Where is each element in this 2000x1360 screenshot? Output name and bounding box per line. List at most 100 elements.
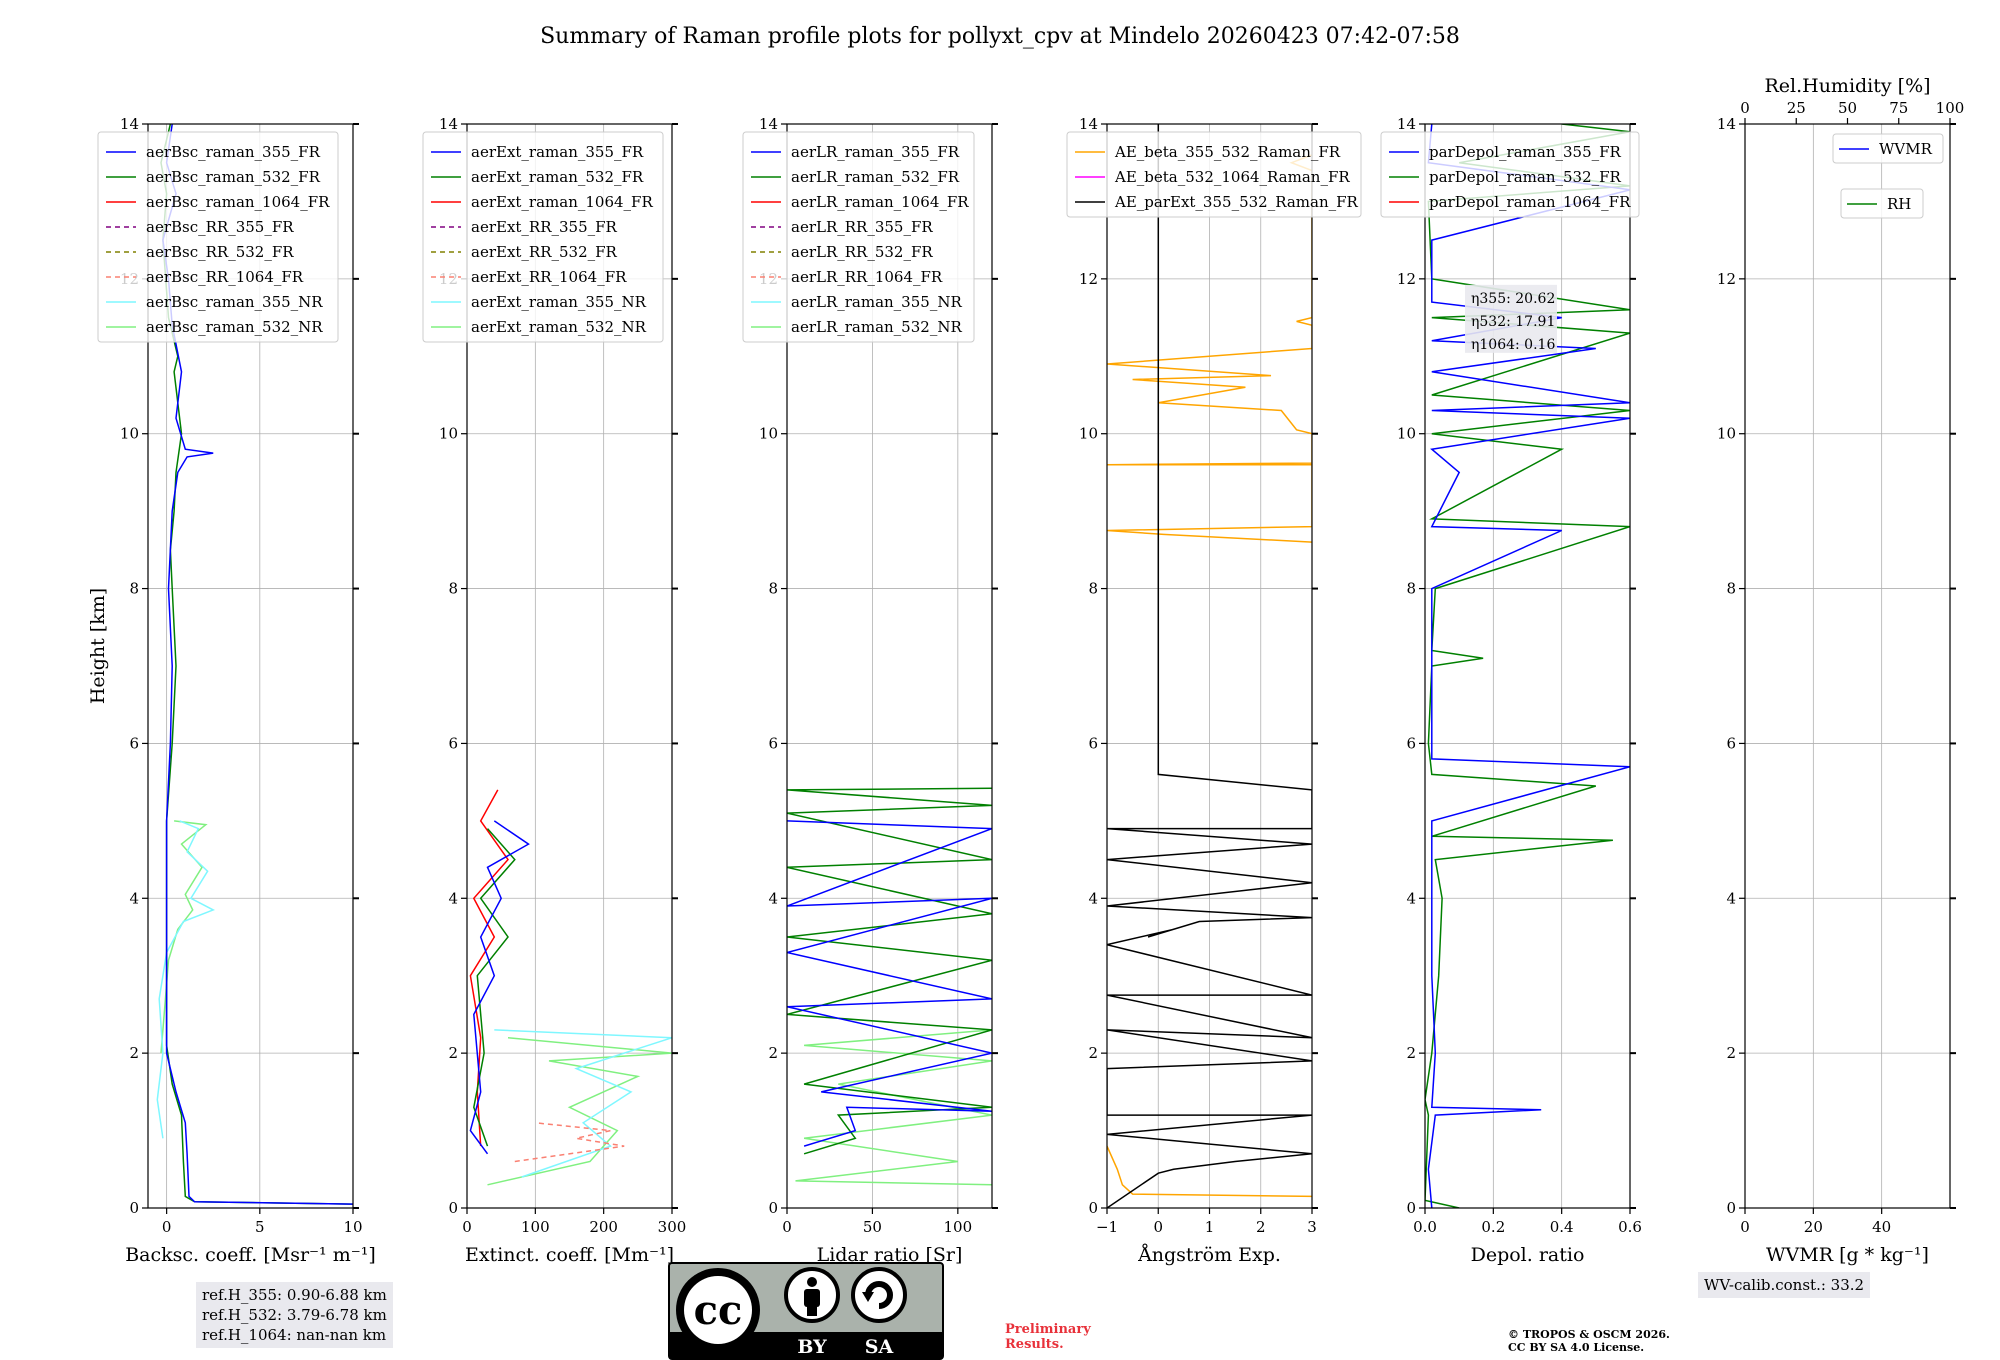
legend-label: aerLR_raman_1064_FR bbox=[791, 193, 969, 211]
legend-label: parDepol_raman_355_FR bbox=[1429, 143, 1622, 161]
wv-calibration-box: WV-calib.const.: 33.2 bbox=[1698, 1272, 1871, 1298]
axes-frame bbox=[1744, 123, 1951, 1209]
series-line bbox=[787, 787, 992, 1155]
legend-label: aerLR_RR_355_FR bbox=[791, 218, 933, 236]
legend-label: parDepol_raman_1064_FR bbox=[1429, 193, 1631, 211]
annotation-text: η355: 20.62 bbox=[1471, 291, 1555, 307]
x-tick-label: 300 bbox=[658, 1218, 687, 1236]
legend-label: aerBsc_RR_532_FR bbox=[146, 243, 294, 261]
x-tick-label: 0.6 bbox=[1618, 1218, 1642, 1236]
x-tick-label: 40 bbox=[1872, 1218, 1891, 1236]
legend-label: aerExt_RR_532_FR bbox=[471, 243, 618, 261]
y-tick-label: 12 bbox=[1717, 270, 1736, 288]
top-x-tick-label: 100 bbox=[1936, 99, 1965, 117]
y-tick-label: 10 bbox=[439, 425, 458, 443]
series-line bbox=[787, 820, 992, 1147]
x-axis-label: Ångström Exp. bbox=[1137, 1244, 1281, 1266]
y-tick-label: 0 bbox=[1088, 1199, 1098, 1217]
y-tick-label: 14 bbox=[759, 115, 778, 133]
y-tick-label: 2 bbox=[448, 1044, 458, 1062]
series-group bbox=[469, 789, 672, 1186]
y-tick-label: 4 bbox=[1406, 889, 1416, 907]
y-tick-label: 10 bbox=[759, 425, 778, 443]
legend-label: aerExt_RR_355_FR bbox=[471, 218, 618, 236]
y-tick-label: 12 bbox=[1079, 270, 1098, 288]
x-tick-label: 3 bbox=[1307, 1218, 1317, 1236]
x-tick-label: 0 bbox=[462, 1218, 472, 1236]
legend-label: aerLR_RR_532_FR bbox=[791, 243, 933, 261]
legend-label: aerBsc_RR_1064_FR bbox=[146, 268, 304, 286]
legend-frame bbox=[1066, 131, 1362, 218]
y-tick-label: 10 bbox=[1717, 425, 1736, 443]
preliminary-line-2: Results. bbox=[1005, 1337, 1064, 1352]
axes-frame bbox=[466, 123, 673, 1209]
y-tick-label: 8 bbox=[1406, 580, 1416, 598]
by-icon-head bbox=[807, 1277, 817, 1287]
cc-by-sa-badge: cc BY SA bbox=[668, 1262, 944, 1360]
legend-label: aerBsc_RR_355_FR bbox=[146, 218, 294, 236]
series-line bbox=[494, 1029, 672, 1178]
legend-label: aerLR_raman_355_FR bbox=[791, 143, 960, 161]
badge-by-label: BY bbox=[797, 1336, 827, 1358]
legend-label: aerLR_raman_532_FR bbox=[791, 168, 960, 186]
sa-icon-arrowhead bbox=[862, 1292, 874, 1302]
y-tick-label: 12 bbox=[1397, 270, 1416, 288]
by-icon-legs bbox=[807, 1302, 817, 1316]
figure-title: Summary of Raman profile plots for polly… bbox=[540, 24, 1460, 49]
y-tick-label: 6 bbox=[768, 734, 778, 752]
y-tick-label: 8 bbox=[1088, 580, 1098, 598]
x-tick-label: 20 bbox=[1804, 1218, 1823, 1236]
panels: 024681012140510Backsc. coeff. [Msr⁻¹ m⁻¹… bbox=[97, 75, 1964, 1266]
y-tick-label: 10 bbox=[1079, 425, 1098, 443]
y-tick-label: 4 bbox=[1726, 889, 1736, 907]
series-line bbox=[795, 1029, 992, 1186]
legend-frame bbox=[1840, 188, 1924, 219]
ref-height-532: ref.H_532: 3.79-6.78 km bbox=[202, 1306, 387, 1324]
x-tick-label: −1 bbox=[1096, 1218, 1118, 1236]
series-line bbox=[1425, 124, 1630, 1208]
x-tick-label: 5 bbox=[255, 1218, 265, 1236]
y-tick-label: 6 bbox=[1088, 734, 1098, 752]
series-group bbox=[787, 787, 992, 1186]
legend-label: AE_beta_532_1064_Raman_FR bbox=[1114, 168, 1350, 186]
legend-label: aerLR_raman_532_NR bbox=[791, 318, 962, 336]
legend-label: aerBsc_raman_532_FR bbox=[146, 168, 321, 186]
copyright-line-2: CC BY SA 4.0 License. bbox=[1508, 1341, 1645, 1354]
x-tick-label: 0 bbox=[162, 1218, 172, 1236]
top-x-tick-label: 0 bbox=[1740, 99, 1750, 117]
reference-heights-box: ref.H_355: 0.90-6.88 km ref.H_532: 3.79-… bbox=[196, 1282, 393, 1348]
x-axis-label: Lidar ratio [Sr] bbox=[817, 1244, 963, 1266]
y-tick-label: 14 bbox=[1079, 115, 1098, 133]
y-tick-label: 6 bbox=[448, 734, 458, 752]
y-tick-label: 4 bbox=[768, 889, 778, 907]
y-tick-label: 10 bbox=[1397, 425, 1416, 443]
legend-label: aerExt_raman_355_FR bbox=[471, 143, 644, 161]
x-axis-label: WVMR [g * kg⁻¹] bbox=[1766, 1244, 1929, 1266]
series-line bbox=[156, 820, 216, 1139]
x-tick-label: 50 bbox=[863, 1218, 882, 1236]
wv-calibration-constant: WV-calib.const.: 33.2 bbox=[1704, 1276, 1865, 1294]
legend-label: aerExt_raman_532_FR bbox=[471, 168, 644, 186]
x-tick-label: 200 bbox=[589, 1218, 618, 1236]
series-line bbox=[1107, 124, 1312, 1208]
legend-label: aerExt_raman_1064_FR bbox=[471, 193, 653, 211]
y-tick-label: 6 bbox=[129, 734, 139, 752]
legend-label: aerBsc_raman_355_NR bbox=[146, 293, 323, 311]
legend-label: AE_parExt_355_532_Raman_FR bbox=[1114, 193, 1359, 211]
x-axis-label: Depol. ratio bbox=[1471, 1244, 1585, 1266]
y-tick-label: 2 bbox=[1726, 1044, 1736, 1062]
top-x-axis-label: Rel.Humidity [%] bbox=[1764, 75, 1930, 97]
top-x-tick-label: 25 bbox=[1787, 99, 1806, 117]
legend-label: aerBsc_raman_532_NR bbox=[146, 318, 323, 336]
series-line bbox=[473, 828, 516, 1147]
y-tick-label: 14 bbox=[1717, 115, 1736, 133]
series-line bbox=[469, 820, 530, 1155]
copyright-line-1: © TROPOS & OSCM 2026. bbox=[1508, 1328, 1670, 1341]
y-tick-label: 8 bbox=[1726, 580, 1736, 598]
y-tick-label: 8 bbox=[448, 580, 458, 598]
cc-icon: cc bbox=[694, 1287, 743, 1334]
series-line bbox=[487, 1036, 672, 1186]
